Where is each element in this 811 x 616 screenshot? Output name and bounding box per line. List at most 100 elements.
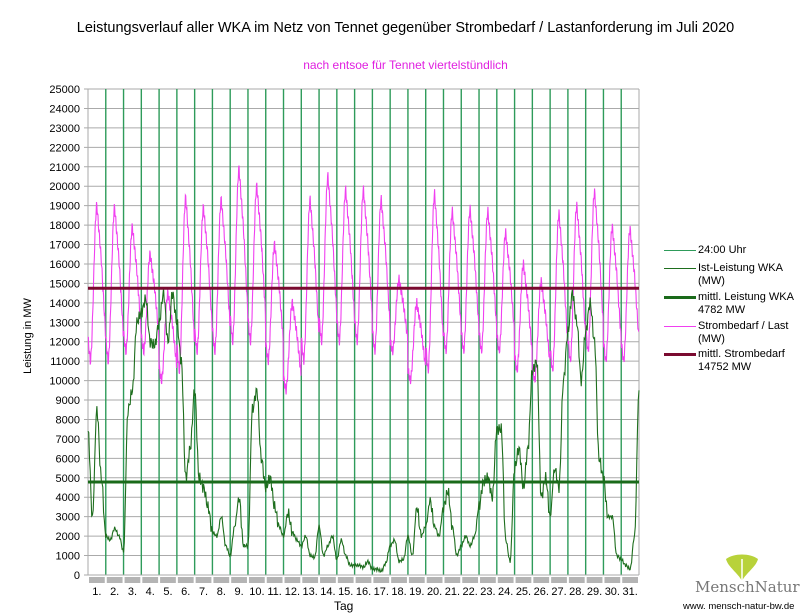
logo-text: MenschNatur (695, 578, 800, 596)
ginkgo-leaf-icon (726, 554, 758, 581)
y-tick-label: 15000 (49, 278, 80, 290)
x-axis-label: Tag (334, 599, 354, 613)
x-tick-label: 25. (516, 586, 531, 598)
x-tick-band (568, 577, 585, 583)
x-tick-label: 20. (427, 586, 442, 598)
y-tick-label: 19000 (49, 201, 80, 213)
legend-label: mittl. Strombedarf (698, 348, 785, 360)
x-tick-label: 12. (285, 586, 300, 598)
legend-swatch (664, 268, 696, 269)
x-tick-band (480, 577, 496, 583)
legend-item-wka: Ist-Leistung WKA (MW) (664, 262, 783, 288)
y-tick-label: 10000 (49, 376, 80, 388)
x-tick-band (195, 577, 212, 583)
x-tick-label: 9. (234, 586, 243, 598)
y-tick-label: 5000 (56, 473, 80, 485)
x-tick-label: 15. (338, 586, 353, 598)
y-tick-label: 18000 (49, 220, 80, 232)
demand-line (87, 165, 640, 395)
legend-label: (MW) (698, 333, 725, 345)
x-tick-label: 8. (217, 586, 226, 598)
x-tick-label: 27. (551, 586, 566, 598)
y-tick-label: 3000 (56, 512, 80, 524)
x-tick-label: 3. (128, 586, 137, 598)
y-tick-label: 20000 (49, 181, 80, 193)
y-tick-label: 22000 (49, 142, 80, 154)
y-tick-label: 21000 (49, 162, 80, 174)
y-tick-label: 25000 (49, 84, 80, 96)
x-tick-label: 6. (181, 586, 190, 598)
x-tick-band (302, 577, 319, 583)
legend-label: 4782 MW (698, 304, 746, 316)
x-tick-band (408, 577, 425, 583)
y-tick-label: 9000 (56, 395, 80, 407)
x-tick-label: 1. (92, 586, 101, 598)
x-tick-band (444, 577, 461, 583)
y-tick-label: 17000 (49, 240, 80, 252)
x-tick-band (89, 577, 105, 583)
x-tick-label: 5. (163, 586, 172, 598)
legend-item-demand: Strombedarf / Last (MW) (664, 320, 789, 346)
x-tick-band (551, 577, 567, 583)
x-tick-label: 26. (534, 586, 549, 598)
x-tick-band (106, 577, 123, 583)
y-tick-label: 12000 (49, 337, 80, 349)
x-tick-label: 18. (391, 586, 406, 598)
x-tick-band (622, 577, 638, 583)
y-tick-label: 23000 (49, 123, 80, 135)
chart-subtitle: nach entsoe für Tennet viertelstündlich (303, 58, 508, 72)
x-tick-band (213, 577, 230, 583)
chart-title: Leistungsverlauf aller WKA im Netz von T… (76, 20, 735, 36)
x-tick-band (497, 577, 514, 583)
x-tick-label: 19. (409, 586, 424, 598)
x-tick-label: 2. (110, 586, 119, 598)
x-tick-band (248, 577, 265, 583)
y-tick-label: 8000 (56, 414, 80, 426)
x-tick-label: 31. (622, 586, 637, 598)
y-tick-label: 24000 (49, 103, 80, 115)
x-tick-band (426, 577, 443, 583)
y-tick-label: 13000 (49, 317, 80, 329)
legend-swatch (664, 353, 696, 356)
legend-swatch (664, 326, 696, 327)
x-tick-label: 13. (303, 586, 318, 598)
x-tick-band (231, 577, 247, 583)
legend-item-wka-mean: mittl. Leistung WKA 4782 MW (664, 291, 794, 317)
x-tick-label: 22. (462, 586, 477, 598)
x-tick-band (604, 577, 621, 583)
x-tick-band (177, 577, 194, 583)
x-tick-label: 10. (249, 586, 264, 598)
y-tick-label: 2000 (56, 531, 80, 543)
y-tick-label: 7000 (56, 434, 80, 446)
legend-swatch (664, 250, 696, 251)
x-tick-label: 11. (267, 586, 281, 598)
legend-label: Ist-Leistung WKA (698, 262, 783, 274)
x-tick-band (320, 577, 336, 583)
x-tick-band (462, 577, 479, 583)
y-tick-label: 14000 (49, 298, 80, 310)
x-tick-band (142, 577, 159, 583)
x-tick-label: 4. (146, 586, 155, 598)
legend-label: (MW) (698, 275, 725, 287)
x-tick-band (391, 577, 407, 583)
x-tick-band (586, 577, 603, 583)
y-tick-label: 16000 (49, 259, 80, 271)
x-tick-label: 30. (605, 586, 620, 598)
legend-swatch (664, 296, 696, 299)
x-tick-band (533, 577, 550, 583)
x-tick-label: 28. (569, 586, 584, 598)
x-tick-label: 17. (374, 586, 389, 598)
x-tick-band (355, 577, 372, 583)
x-tick-label: 21. (445, 586, 460, 598)
legend-label: Strombedarf / Last (698, 320, 789, 332)
y-tick-label: 4000 (56, 492, 80, 504)
y-tick-label: 0 (74, 570, 80, 582)
legend-label: mittl. Leistung WKA (698, 291, 794, 303)
x-tick-label: 24. (498, 586, 513, 598)
legend-item-24-uhr: 24:00 Uhr (664, 244, 746, 257)
x-tick-band (515, 577, 532, 583)
x-tick-label: 29. (587, 586, 602, 598)
x-tick-band (373, 577, 390, 583)
